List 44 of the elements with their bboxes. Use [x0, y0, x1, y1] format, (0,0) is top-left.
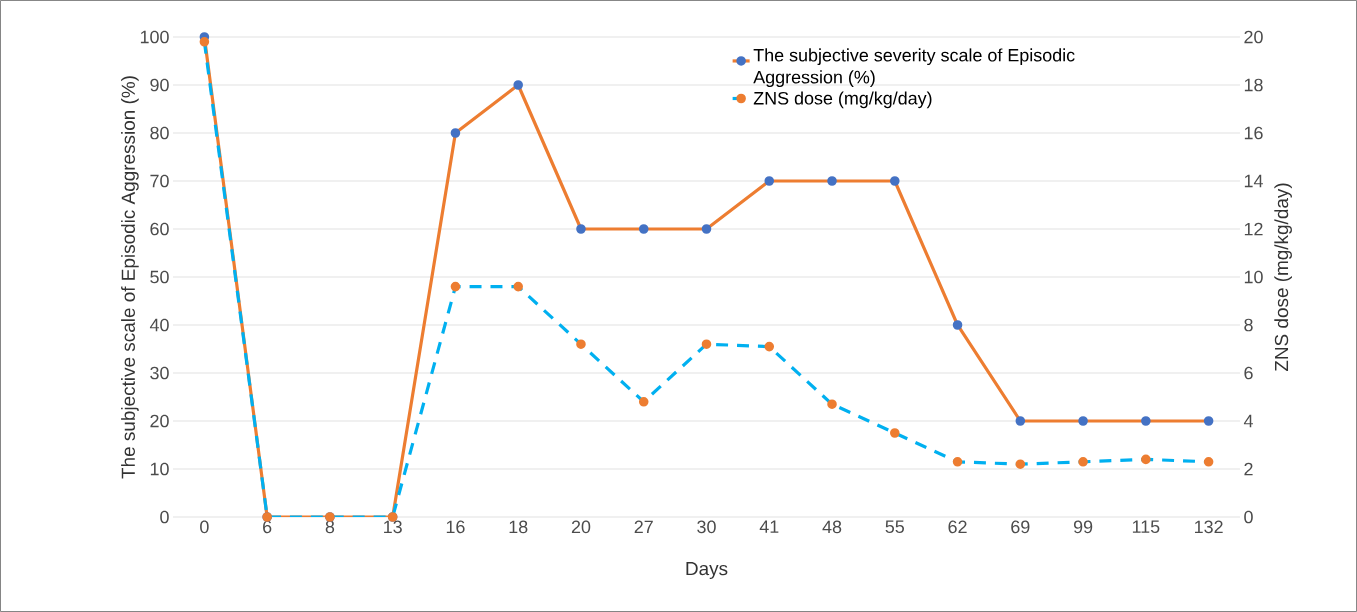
legend-label: ZNS dose (mg/kg/day): [753, 91, 932, 109]
y2-tick-label: 16: [1244, 126, 1263, 140]
y2-tick-label: 2: [1244, 462, 1253, 476]
x-tick-label: 132: [1195, 520, 1223, 534]
x-tick-label: 8: [325, 520, 335, 534]
x-tick-label: 115: [1132, 520, 1160, 534]
x-tick-label: 62: [948, 520, 967, 534]
y2-tick-label: 14: [1244, 174, 1263, 188]
x-axis-title: Days: [686, 562, 728, 579]
x-tick-label: 99: [1073, 520, 1093, 534]
y2-tick-label: 10: [1244, 270, 1263, 284]
y2-tick-label: 0: [1244, 510, 1253, 524]
y-tick-label: 100: [140, 30, 169, 44]
x-tick-label: 48: [822, 520, 842, 534]
x-tick-label: 69: [1011, 520, 1030, 534]
x-tick-label: 6: [263, 520, 272, 534]
y2-tick-label: 4: [1243, 414, 1253, 428]
y2-tick-label: 18: [1244, 78, 1263, 92]
legend-label: The subjective severity scale of Episodic Aggression (%): [753, 48, 1075, 88]
y-tick-label: 90: [150, 78, 169, 92]
y-tick-label: 30: [150, 366, 169, 380]
x-tick-label: 41: [759, 520, 779, 533]
y2-tick-label: 20: [1244, 30, 1263, 44]
y-tick-label: 10: [150, 462, 169, 476]
x-tick-label: 0: [200, 520, 209, 534]
x-tick-label: 20: [571, 520, 591, 534]
y-axis-title: The subjective scale of Episodic Aggression (%): [121, 76, 139, 479]
y-tick-label: 70: [150, 174, 169, 188]
x-tick-label: 13: [384, 520, 402, 534]
y2-tick-label: 12: [1244, 222, 1263, 236]
x-tick-label: 16: [446, 520, 465, 534]
x-tick-label: 27: [634, 520, 653, 534]
x-tick-label: 18: [509, 520, 528, 534]
y2-axis-title: ZNS dose (mg/kg/day): [1274, 183, 1292, 372]
y2-tick-label: 6: [1244, 366, 1253, 380]
y-tick-label: 0: [160, 510, 169, 524]
x-tick-label: 30: [697, 520, 716, 534]
y2-tick-label: 8: [1244, 318, 1253, 332]
x-tick-label: 55: [885, 520, 905, 534]
y-tick-label: 40: [149, 318, 169, 332]
y-tick-label: 50: [150, 270, 169, 284]
y-tick-label: 20: [150, 414, 169, 428]
y-tick-label: 80: [150, 126, 169, 140]
y-tick-label: 60: [150, 222, 169, 236]
